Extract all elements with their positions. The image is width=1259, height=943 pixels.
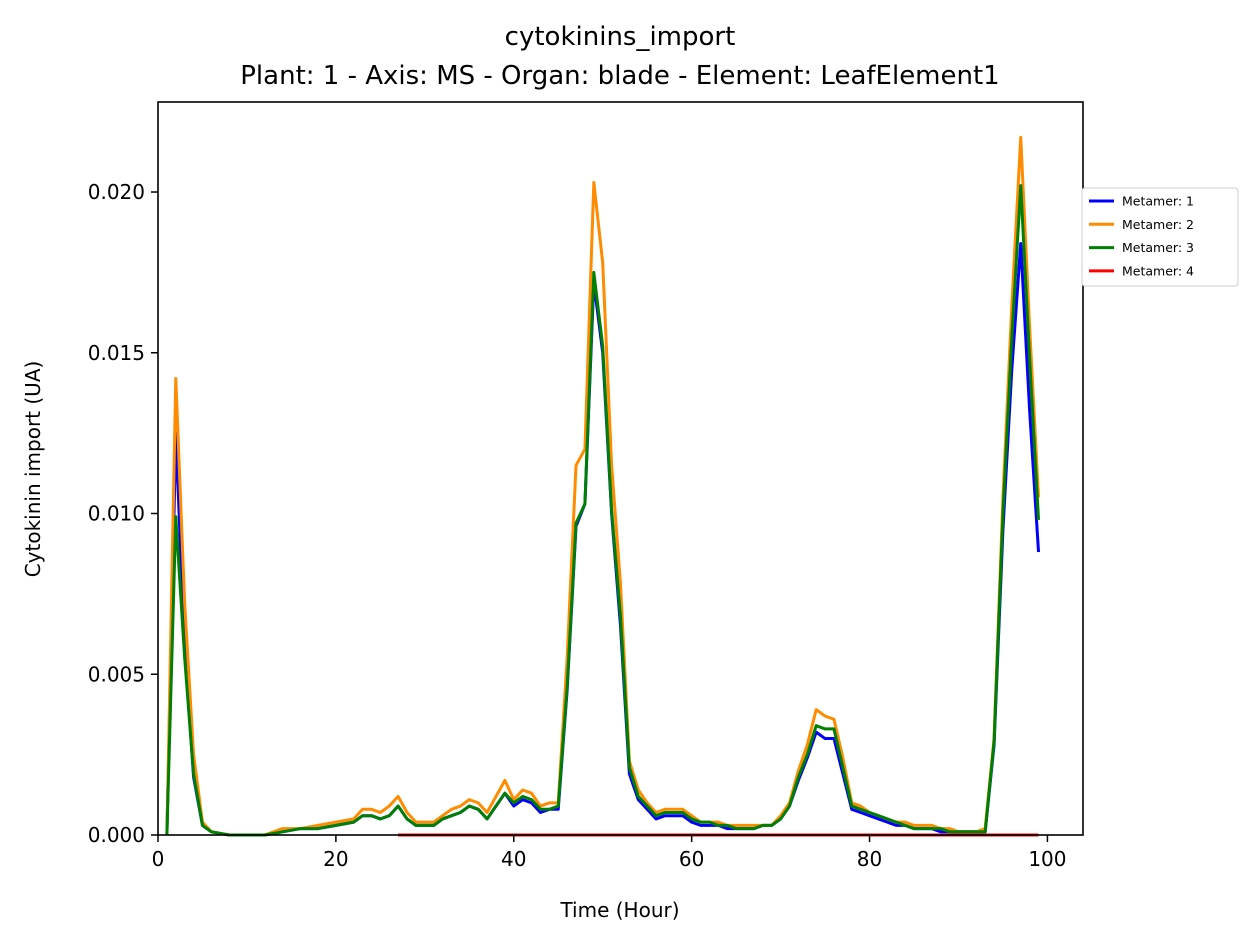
legend-label-metamer-3: Metamer: 3 — [1122, 240, 1194, 255]
x-axis-label: Time (Hour) — [559, 898, 679, 922]
legend: Metamer: 1 Metamer: 2 Metamer: 3 Metamer: 4 — [1081, 187, 1239, 287]
x-tick-label: 100 — [1028, 847, 1066, 871]
x-tick-label: 40 — [501, 847, 526, 871]
y-axis-label: Cytokinin import (UA) — [21, 361, 45, 578]
legend-label-metamer-2: Metamer: 2 — [1122, 217, 1194, 232]
y-tick-label: 0.015 — [88, 341, 145, 365]
axes-frame — [157, 101, 1084, 836]
y-axis-ticks: 0.000 0.005 0.010 0.015 0.020 — [88, 180, 158, 847]
x-tick-label: 0 — [152, 847, 165, 871]
y-tick-label: 0.000 — [88, 823, 145, 847]
plot-area — [157, 101, 1084, 837]
y-tick-label: 0.010 — [88, 502, 145, 526]
legend-entries: Metamer: 1 Metamer: 2 Metamer: 3 Metamer: 4 — [1089, 194, 1194, 278]
series-line-metamer-3 — [165, 184, 1041, 837]
y-tick-label: 0.020 — [88, 180, 145, 204]
x-tick-label: 60 — [679, 847, 704, 871]
series-line-metamer-2 — [165, 135, 1041, 837]
legend-label-metamer-4: Metamer: 4 — [1122, 263, 1194, 278]
y-tick-label: 0.005 — [88, 662, 145, 686]
legend-box — [1081, 187, 1239, 287]
x-tick-label: 80 — [857, 847, 882, 871]
x-axis-ticks: 0 20 40 60 80 100 — [152, 835, 1067, 871]
chart-subtitle: Plant: 1 - Axis: MS - Organ: blade - Ele… — [240, 61, 999, 91]
x-tick-label: 20 — [323, 847, 348, 871]
chart-title: cytokinins_import — [505, 22, 736, 52]
legend-label-metamer-1: Metamer: 1 — [1122, 194, 1194, 209]
